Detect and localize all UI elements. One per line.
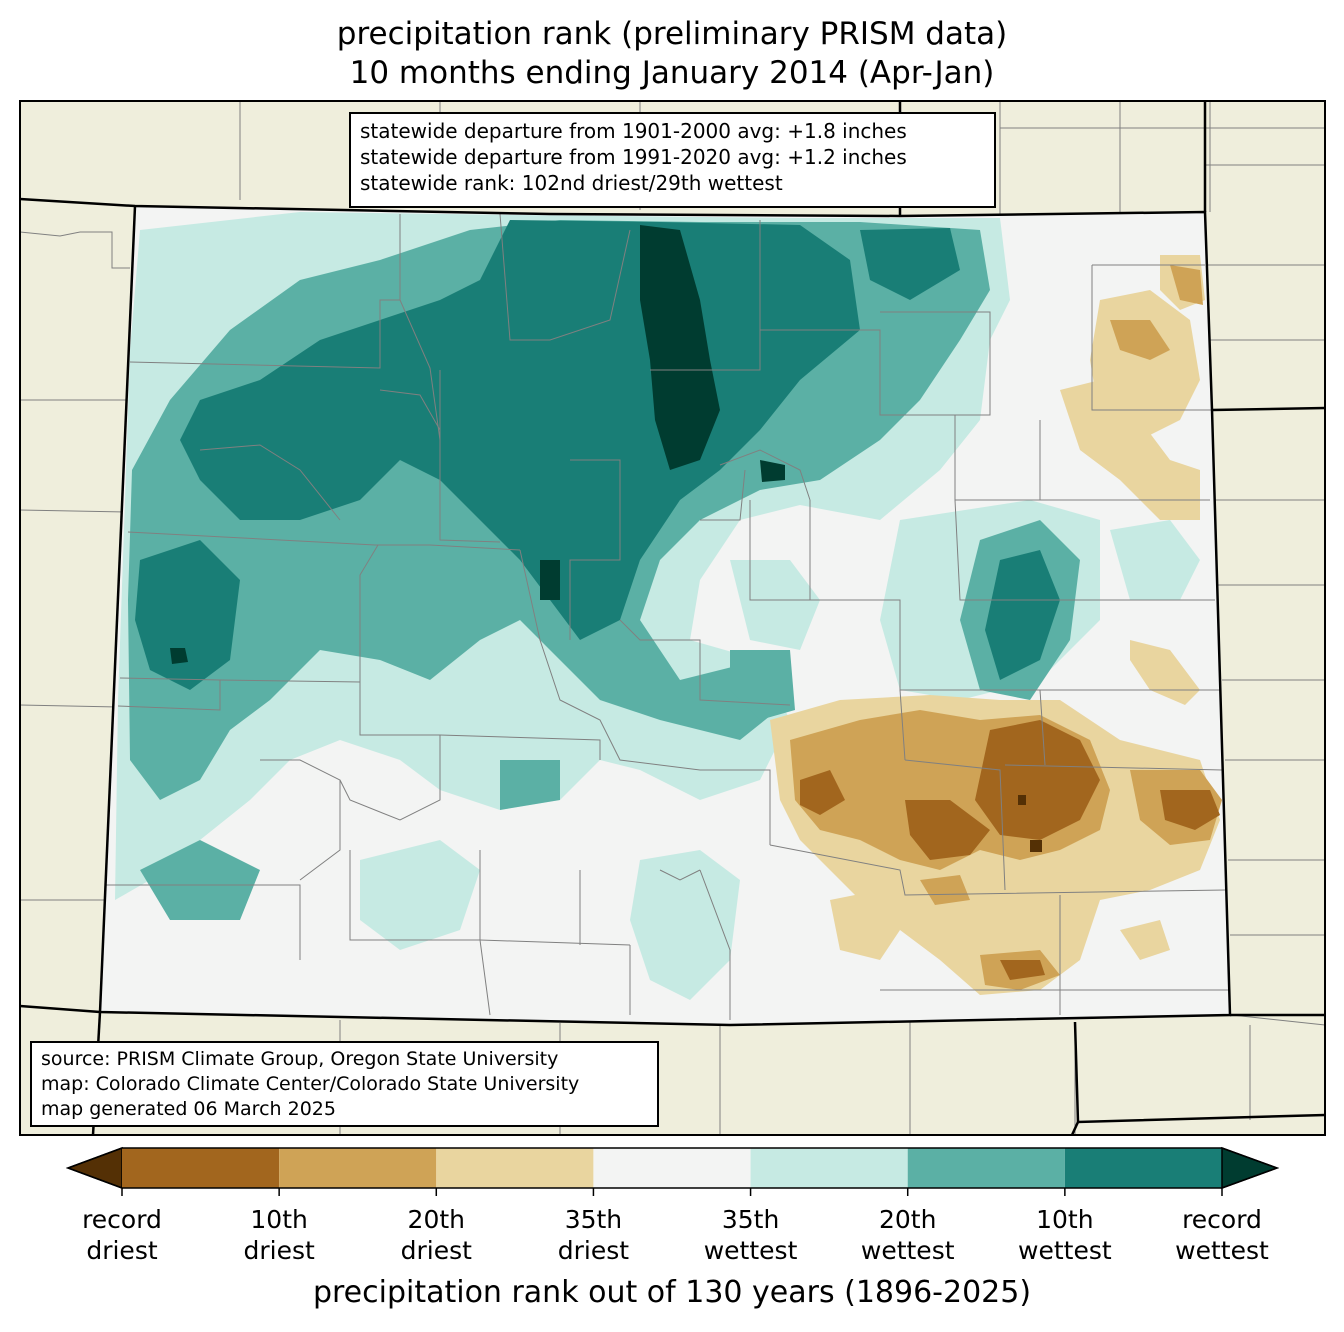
colorbar-title: precipitation rank out of 130 years (189…	[312, 1275, 1032, 1310]
map-credit-line: map: Colorado Climate Center/Colorado St…	[41, 1073, 580, 1095]
colorbar-tick-label-category: driest	[557, 1236, 630, 1265]
colorbar-tick-label-rank: 10th	[1036, 1205, 1094, 1234]
map-generated-line: map generated 06 March 2025	[41, 1098, 336, 1120]
colorbar-tick-label-rank: record	[1182, 1205, 1262, 1234]
colorbar-tick-label: 20th wettest	[833, 1204, 983, 1266]
colorbar-tick-label-category: driest	[400, 1236, 472, 1265]
colorbar-tick-label-rank: 35th	[564, 1205, 623, 1234]
record-wettest-region	[170, 225, 785, 664]
colorado-county-lines	[105, 213, 1230, 1020]
statewide-stats-box: statewide departure from 1901-2000 avg: …	[349, 112, 996, 208]
colorbar-record-wettest-arrow	[1221, 1146, 1280, 1190]
colorbar-tick-label: 10th driest	[204, 1204, 354, 1266]
map-title-line-1: precipitation rank (preliminary PRISM da…	[336, 16, 1008, 52]
colorbar-tick-label-category: wettest	[703, 1236, 798, 1265]
precip-rank-shading	[115, 212, 1222, 1000]
colorbar-tick-label-category: driest	[86, 1236, 158, 1265]
map-title-line-2: 10 months ending January 2014 (Apr-Jan)	[349, 55, 995, 91]
stats-statewide-rank: statewide rank: 102nd driest/29th wettes…	[360, 171, 783, 195]
colorbar-tick-label: 10th wettest	[990, 1204, 1140, 1266]
dry-10th-region	[800, 720, 1220, 980]
colorbar-segment-7	[1064, 1148, 1222, 1188]
stats-departure-1901-2000: statewide departure from 1901-2000 avg: …	[360, 119, 907, 143]
colorbar-tick-label-rank: 35th	[721, 1205, 780, 1234]
colorbar	[65, 1146, 1280, 1196]
record-driest-region	[1018, 795, 1042, 852]
colorbar-tick-label: record wettest	[1147, 1204, 1297, 1266]
colorbar-tick-label: record driest	[47, 1204, 197, 1266]
colorbar-tick-label: 20th driest	[361, 1204, 511, 1266]
colorbar-segment-5	[750, 1148, 908, 1188]
colorbar-segment-1	[122, 1148, 280, 1188]
colorbar-tick-label: 35th wettest	[676, 1204, 826, 1266]
source-credit-line: source: PRISM Climate Group, Oregon Stat…	[41, 1048, 559, 1070]
colorbar-tick-label-category: driest	[243, 1236, 315, 1265]
neighbor-county-lines	[20, 101, 1325, 1135]
colorbar-segment-6	[907, 1148, 1065, 1188]
colorbar-tick-label-rank: record	[82, 1205, 162, 1234]
colorbar-segment-2	[279, 1148, 437, 1188]
colorbar-tick-label-rank: 20th	[878, 1205, 937, 1234]
colorbar-tick-label: 35th driest	[518, 1204, 668, 1266]
colorbar-segment-4	[593, 1148, 751, 1188]
colorbar-tick-label-rank: 20th	[407, 1205, 466, 1234]
colorbar-tick-label-rank: 10th	[250, 1205, 308, 1234]
colorbar-tick-label-category: wettest	[860, 1236, 955, 1265]
map-frame	[19, 100, 1326, 1136]
colorbar-tick-label-category: wettest	[1175, 1236, 1269, 1265]
colorbar-segment-3	[436, 1148, 594, 1188]
colorbar-record-driest-arrow	[65, 1146, 123, 1190]
stats-departure-1991-2020: statewide departure from 1991-2020 avg: …	[360, 145, 907, 169]
colorbar-tick-label-category: wettest	[1018, 1236, 1112, 1265]
source-credit-box: source: PRISM Climate Group, Oregon Stat…	[30, 1041, 659, 1127]
